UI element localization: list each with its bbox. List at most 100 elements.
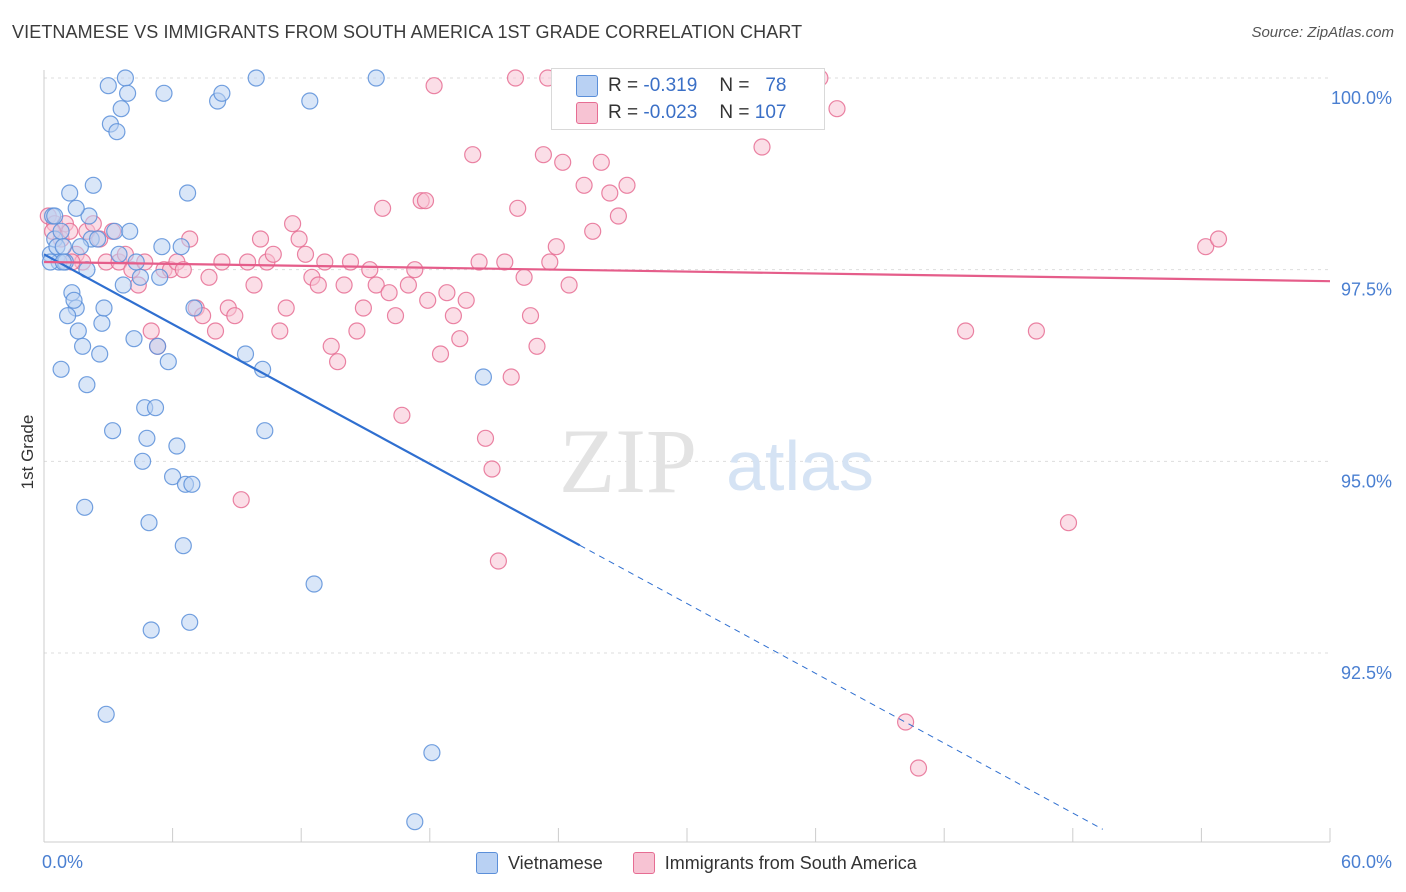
series-vietnamese-points bbox=[41, 69, 492, 831]
legend-label-vietnamese: Vietnamese bbox=[508, 852, 603, 873]
south-america-point bbox=[329, 353, 347, 371]
bottom-legend: Vietnamese Immigrants from South America bbox=[476, 852, 917, 874]
vietnamese-point bbox=[127, 253, 145, 271]
vietnamese-point bbox=[97, 705, 115, 723]
vietnamese-point bbox=[151, 268, 169, 286]
south-america-point bbox=[277, 299, 295, 317]
south-america-point bbox=[496, 253, 514, 271]
vietnamese-point bbox=[423, 744, 441, 762]
south-america-point bbox=[534, 146, 553, 164]
r-value-vietnamese: -0.319 bbox=[643, 75, 698, 96]
vietnamese-point bbox=[181, 613, 199, 631]
south-america-point bbox=[601, 184, 619, 202]
n-label: N = bbox=[719, 75, 750, 96]
trend-lines bbox=[43, 253, 1331, 830]
vietnamese-point bbox=[114, 276, 132, 294]
south-america-point bbox=[444, 307, 462, 325]
vietnamese-point bbox=[138, 429, 156, 447]
south-america-point bbox=[554, 153, 572, 171]
south-america-point bbox=[271, 322, 289, 340]
n-value-south-america: 107 bbox=[754, 102, 787, 123]
series-south-america-points bbox=[39, 69, 1228, 777]
south-america-point bbox=[335, 276, 353, 294]
vietnamese-trend-line bbox=[43, 253, 581, 547]
vietnamese-point bbox=[80, 207, 98, 225]
south-america-point bbox=[367, 276, 385, 294]
vietnamese-point bbox=[88, 230, 107, 248]
vietnamese-point bbox=[247, 69, 265, 87]
vietnamese-point bbox=[474, 368, 492, 386]
legend-item-vietnamese[interactable]: Vietnamese bbox=[476, 852, 603, 874]
stats-row-south-america: R = -0.023 N = 107 bbox=[552, 100, 786, 126]
south-america-point bbox=[1209, 230, 1228, 248]
r-value-south-america: -0.023 bbox=[643, 102, 698, 123]
south-america-point bbox=[753, 138, 771, 156]
south-america-point bbox=[142, 322, 160, 340]
south-america-trend-line bbox=[43, 260, 1331, 283]
south-america-point bbox=[206, 322, 225, 340]
legend-label-south-america: Immigrants from South America bbox=[664, 852, 917, 873]
south-america-point bbox=[239, 253, 257, 271]
south-america-point bbox=[348, 322, 366, 340]
vietnamese-point bbox=[179, 184, 197, 202]
south-america-point bbox=[399, 276, 417, 294]
south-america-point bbox=[1059, 514, 1078, 532]
south-america-point bbox=[245, 276, 263, 294]
vietnamese-point bbox=[54, 238, 72, 256]
watermark-atlas: atlas bbox=[726, 427, 874, 505]
legend-item-south-america[interactable]: Immigrants from South America bbox=[632, 852, 917, 874]
vietnamese-point bbox=[103, 422, 122, 440]
vietnamese-point bbox=[159, 353, 177, 371]
vietnamese-point bbox=[256, 422, 274, 440]
vietnamese-point bbox=[112, 100, 130, 118]
vietnamese-point bbox=[134, 452, 152, 470]
south-america-point bbox=[284, 215, 302, 233]
vietnamese-point bbox=[116, 69, 135, 87]
south-america-point bbox=[896, 713, 915, 731]
vietnamese-point bbox=[301, 92, 319, 110]
gridlines bbox=[44, 77, 1330, 654]
south-america-point bbox=[406, 261, 424, 279]
south-america-point bbox=[541, 253, 559, 271]
south-america-point bbox=[431, 345, 450, 363]
vietnamese-point bbox=[99, 77, 117, 95]
south-america-point bbox=[296, 245, 315, 263]
south-america-point bbox=[476, 429, 495, 447]
vietnamese-point bbox=[69, 322, 87, 340]
south-america-point bbox=[509, 199, 527, 217]
south-america-point bbox=[290, 230, 308, 248]
vietnamese-point bbox=[65, 291, 83, 309]
south-america-point bbox=[1197, 238, 1215, 256]
south-america-point bbox=[521, 307, 540, 325]
vietnamese-point bbox=[58, 307, 77, 325]
south-america-point bbox=[575, 176, 593, 194]
legend-swatch-vietnamese bbox=[476, 852, 498, 874]
vietnamese-point bbox=[95, 299, 113, 317]
south-america-point bbox=[200, 268, 218, 286]
chart-title: VIETNAMESE VS IMMIGRANTS FROM SOUTH AMER… bbox=[12, 22, 803, 42]
south-america-point bbox=[470, 253, 488, 271]
x-axis-min-label: 0.0% bbox=[42, 852, 84, 872]
vietnamese-point bbox=[153, 238, 171, 256]
south-america-point bbox=[174, 261, 192, 279]
y-tick-label: 97.5% bbox=[1341, 280, 1392, 300]
south-america-point bbox=[361, 261, 379, 279]
south-america-point bbox=[464, 146, 482, 164]
south-america-point bbox=[515, 268, 533, 286]
south-america-point bbox=[489, 552, 507, 570]
south-america-point bbox=[354, 299, 372, 317]
south-america-point bbox=[609, 207, 628, 225]
vietnamese-point bbox=[168, 437, 186, 455]
n-label: N = bbox=[719, 102, 750, 123]
south-america-point bbox=[416, 192, 435, 210]
vietnamese-point bbox=[121, 222, 139, 240]
r-label: R = bbox=[608, 75, 639, 96]
vietnamese-point bbox=[172, 238, 190, 256]
watermark: ZIP atlas bbox=[559, 410, 874, 512]
vietnamese-point bbox=[149, 337, 167, 355]
vietnamese-swatch bbox=[576, 75, 598, 97]
south-america-point bbox=[380, 284, 398, 302]
x-axis-max-label: 60.0% bbox=[1340, 852, 1392, 872]
vietnamese-point bbox=[185, 299, 203, 317]
